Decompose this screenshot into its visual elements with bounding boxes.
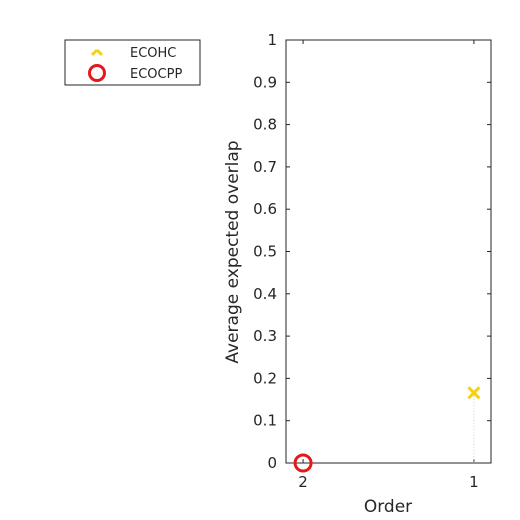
- legend-marker-ecocpp: [88, 64, 106, 82]
- legend-box: [64, 39, 201, 86]
- y-tick-label: 0.9: [253, 73, 277, 91]
- y-tick-label: 0.1: [253, 412, 277, 430]
- legend-label: ECOCPP: [130, 67, 182, 82]
- y-tick-label: 0.7: [253, 158, 277, 176]
- x-tick-label: 2: [298, 473, 308, 491]
- y-tick-label: 0.3: [253, 327, 277, 345]
- y-tick-label: 0.6: [253, 200, 277, 218]
- data-marks: [293, 386, 481, 473]
- x-tick-label: 1: [469, 473, 479, 491]
- point-ecocpp: [293, 453, 313, 473]
- y-tick-label: 0.8: [253, 116, 277, 134]
- y-tick-label: 0.5: [253, 243, 277, 261]
- y-axis: 0 0.1 0.2 0.3 0.4 0.5 0.6 0.7 0.8 0.9 1: [253, 31, 491, 472]
- legend-label: ECOHC: [130, 46, 176, 61]
- y-tick-label: 0: [267, 454, 277, 472]
- y-tick-label: 0.4: [253, 285, 277, 303]
- plot-area: [285, 39, 492, 464]
- y-tick-label: 1: [267, 31, 277, 49]
- point-ecohc: [467, 386, 481, 400]
- x-axis-label: Order: [364, 497, 412, 517]
- legend: ECOHC ECOCPP: [64, 39, 201, 86]
- legend-marker-ecohc: [90, 48, 104, 57]
- y-tick-label: 0.2: [253, 369, 277, 387]
- y-axis-label: Average expected overlap: [223, 140, 243, 363]
